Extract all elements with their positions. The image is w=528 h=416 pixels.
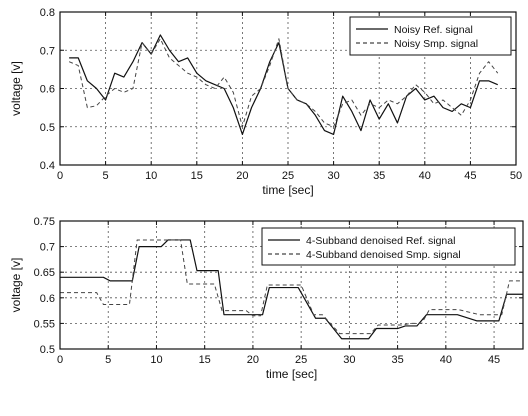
chart0-ytick-label-0: 0.4 xyxy=(40,160,55,172)
chart1-legend-box xyxy=(261,227,516,266)
chart1-xtick-label-5: 25 xyxy=(295,354,307,366)
chart1-ytick-label-5: 0.75 xyxy=(34,216,55,228)
chart-bottom: 0 5 10 15 20 25 30 35 40 45 0.5 0.55 0.6 0.65 0.7 0.75 t… xyxy=(9,216,524,381)
chart0-x-axis-label: time [sec] xyxy=(262,183,313,197)
chart1-legend-label-1: 4-Subband denoised Smp. signal xyxy=(306,249,461,261)
chart1-xtick-label-8: 40 xyxy=(440,354,452,366)
chart0-legend: Noisy Ref. signal Noisy Smp. signal xyxy=(349,16,512,56)
chart0-xtick-label-8: 40 xyxy=(419,170,431,182)
chart1-ytick-label-0: 0.5 xyxy=(40,344,55,356)
chart1-ytick-label-3: 0.65 xyxy=(34,267,55,279)
chart1-xtick-label-4: 20 xyxy=(247,354,259,366)
chart1-xtick-label-1: 5 xyxy=(105,354,111,366)
chart1-legend: 4-Subband denoised Ref. signal 4-Subband … xyxy=(261,227,516,266)
chart0-legend-label-0: Noisy Ref. signal xyxy=(394,24,473,36)
chart0-xtick-label-1: 5 xyxy=(103,170,109,182)
chart0-ytick-label-2: 0.6 xyxy=(40,84,55,96)
chart0-ytick-label-4: 0.8 xyxy=(40,7,55,19)
chart0-xtick-label-2: 10 xyxy=(145,170,157,182)
chart1-ytick-label-1: 0.55 xyxy=(34,318,55,330)
chart1-y-axis-label: voltage [v] xyxy=(9,258,23,313)
chart0-xtick-label-4: 20 xyxy=(236,170,248,182)
chart0-legend-label-1: Noisy Smp. signal xyxy=(394,38,478,50)
chart0-xtick-label-10: 50 xyxy=(510,170,522,182)
chart1-xtick-label-0: 0 xyxy=(57,354,63,366)
chart0-legend-box xyxy=(349,16,512,56)
chart1-ytick-label-2: 0.6 xyxy=(40,293,55,305)
chart1-x-axis-label: time [sec] xyxy=(266,367,317,381)
chart1-series-ref-line xyxy=(60,239,523,340)
chart1-xtick-label-3: 15 xyxy=(199,354,211,366)
chart0-xtick-label-0: 0 xyxy=(57,170,63,182)
chart1-legend-label-0: 4-Subband denoised Ref. signal xyxy=(306,235,455,247)
chart1-xtick-label-6: 30 xyxy=(343,354,355,366)
chart0-xtick-label-6: 30 xyxy=(327,170,339,182)
chart0-y-axis-label: voltage [v] xyxy=(9,61,23,116)
chart1-ytick-label-4: 0.7 xyxy=(40,242,55,254)
chart0-xtick-label-9: 45 xyxy=(464,170,476,182)
chart-top: 0 5 10 15 20 25 30 35 40 45 50 0.4 0.5 0.6 0.7 0.8 time … xyxy=(9,7,522,197)
chart1-axes-frame xyxy=(59,220,524,350)
chart0-ytick-label-3: 0.7 xyxy=(40,45,55,57)
chart0-xtick-label-5: 25 xyxy=(282,170,294,182)
chart1-xtick-label-2: 10 xyxy=(150,354,162,366)
chart0-xtick-label-7: 35 xyxy=(373,170,385,182)
chart0-ytick-label-1: 0.5 xyxy=(40,122,55,134)
chart1-series-smp-line xyxy=(60,239,523,335)
chart1-xtick-label-9: 45 xyxy=(488,354,500,366)
chart0-series-smp-line xyxy=(68,38,499,128)
chart1-xtick-label-7: 35 xyxy=(391,354,403,366)
chart0-xtick-label-3: 15 xyxy=(191,170,203,182)
